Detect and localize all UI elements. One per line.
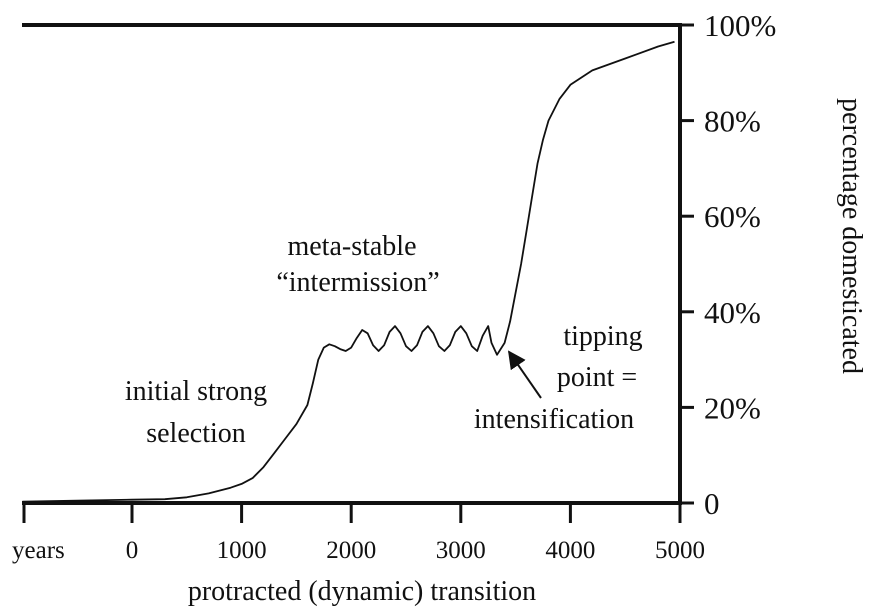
y-axis-title: percentage domesticated — [836, 98, 867, 374]
annotation-intermission-line-1: meta-stable — [287, 231, 416, 262]
annotation-tipping-line-1: tipping — [563, 321, 642, 352]
y-tick-label: 0 — [704, 486, 720, 521]
y-tick-label: 40% — [704, 295, 761, 330]
y-tick-label: 80% — [704, 104, 761, 139]
x-unit-label: years — [12, 537, 65, 564]
x-tick-label: 2000 — [326, 537, 376, 564]
x-tick-label: 4000 — [545, 537, 595, 564]
annotation-intermission-line-2: “intermission” — [276, 267, 439, 298]
series-line — [22, 40, 675, 503]
x-tick-label: 5000 — [655, 537, 705, 564]
x-tick-label: 1000 — [217, 537, 267, 564]
annotation-tipping-line-2: point = — [557, 362, 637, 393]
y-tick-label: 20% — [704, 390, 761, 425]
x-axis-ticks: 0 1000 2000 3000 4000 5000 — [22, 503, 705, 564]
annotation-tipping-line-3: intensification — [474, 404, 634, 435]
y-tick-label: 100% — [704, 8, 776, 43]
annotation-selection-line-1: initial strong — [125, 376, 267, 407]
annotation-selection-line-2: selection — [146, 418, 246, 449]
y-tick-label: 60% — [704, 199, 761, 234]
x-axis-title: protracted (dynamic) transition — [188, 576, 536, 607]
y-axis-ticks: 0 20% 40% 60% 80% 100% — [680, 8, 776, 521]
x-tick-label: 3000 — [436, 537, 486, 564]
tipping-point-arrow — [507, 350, 542, 399]
x-tick-label: 0 — [126, 537, 139, 564]
